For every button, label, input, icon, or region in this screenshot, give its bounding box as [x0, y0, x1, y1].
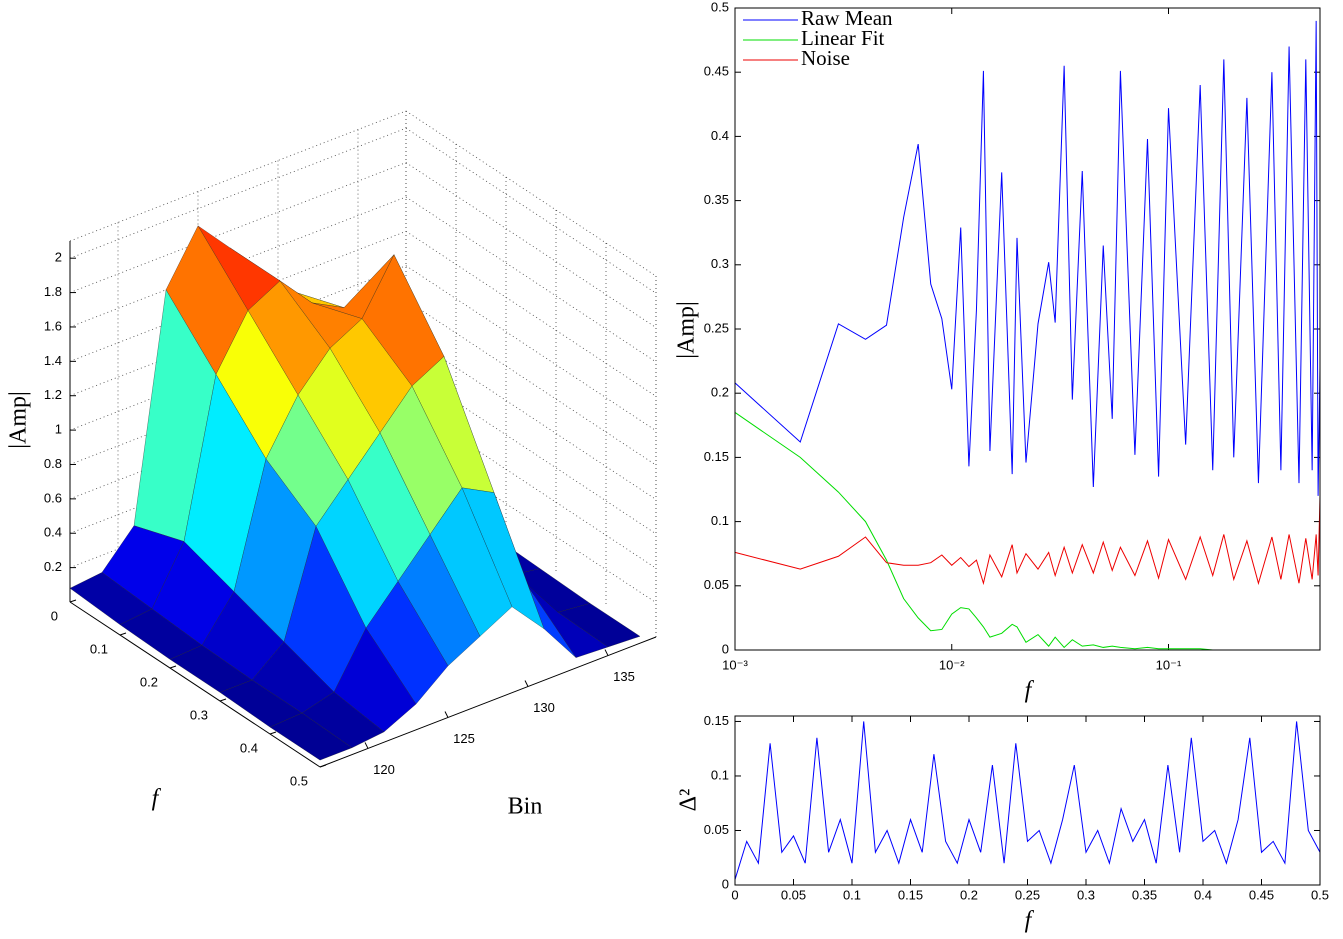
legend-label: Raw Mean: [801, 6, 893, 30]
bin-tick: [444, 711, 449, 718]
x-tick-label: 0.25: [1015, 887, 1040, 902]
y-tick-label: 0.25: [704, 320, 729, 335]
f-tick-label: 0.3: [190, 707, 208, 722]
y-tick-label: 0.15: [704, 449, 729, 464]
y-tick-label: 0.45: [704, 64, 729, 79]
wall-edge: [405, 110, 657, 277]
z-tick-label: 0.6: [44, 490, 62, 505]
grid-line: [69, 162, 407, 293]
x-tick-label: 10⁻¹: [1156, 657, 1182, 672]
z-axis-label: |Amp|: [6, 391, 32, 449]
f-tick-label: 0.2: [140, 674, 158, 689]
x-tick-label: 0.45: [1249, 887, 1274, 902]
z-tick-label: 1.8: [44, 284, 62, 299]
x-tick-label: 0.3: [1077, 887, 1095, 902]
f-tick: [169, 665, 177, 669]
f-tick: [219, 698, 227, 702]
f-axis-label: f: [152, 786, 162, 812]
f-tick: [69, 599, 77, 603]
x-tick-label: 0.35: [1132, 887, 1157, 902]
z-tick-label: 2: [55, 250, 62, 265]
y-axis-label: Δ²: [676, 789, 702, 812]
series-line: [734, 20, 1321, 496]
y-tick-label: 0.5: [711, 0, 729, 14]
bin-tick-label: 120: [373, 762, 395, 777]
y-tick-label: 0.4: [711, 128, 729, 143]
legend-label: Linear Fit: [801, 26, 885, 50]
x-axis-label: f: [1025, 908, 1035, 934]
z-tick-label: 1.6: [44, 318, 62, 333]
y-tick-label: 0: [722, 641, 729, 656]
x-tick-label: 10⁻³: [722, 657, 748, 672]
x-tick-label: 0.05: [781, 887, 806, 902]
z-tick-label: 1.2: [44, 387, 62, 402]
grid-line: [405, 127, 657, 294]
z-tick-label: 1.4: [44, 353, 62, 368]
series-line: [734, 495, 1321, 586]
z-tick-label: 0.8: [44, 456, 62, 471]
x-tick-label: 0.15: [898, 887, 923, 902]
wall-edge: [69, 110, 407, 242]
y-tick-label: 0.05: [704, 577, 729, 592]
bin-tick: [524, 680, 529, 687]
x-axis-label: f: [1025, 678, 1035, 704]
legend-label: Noise: [801, 46, 850, 70]
f-tick-label: 0.4: [240, 740, 258, 755]
x-tick-label: 10⁻²: [939, 657, 965, 672]
plot-frame: [734, 7, 1321, 651]
y-tick-label: 0.1: [711, 767, 729, 782]
y-tick-label: 0.35: [704, 192, 729, 207]
x-tick-label: 0: [731, 887, 738, 902]
plot-frame: [734, 715, 1321, 886]
z-tick-label: 0.4: [44, 525, 62, 540]
grid-line: [405, 196, 657, 363]
y-tick-label: 0.2: [711, 385, 729, 400]
f-tick-label: 0.1: [90, 641, 108, 656]
y-tick-label: 0.3: [711, 256, 729, 271]
x-tick-label: 0.4: [1194, 887, 1212, 902]
x-tick-label: 0.5: [1311, 887, 1329, 902]
f-axis: [69, 601, 321, 768]
y-tick-label: 0.1: [711, 513, 729, 528]
surface-patch: [269, 712, 353, 761]
x-tick-label: 0.1: [843, 887, 861, 902]
x-tick-label: 0.2: [960, 887, 978, 902]
y-tick-label: 0.15: [704, 713, 729, 728]
y-axis-label: |Amp|: [674, 301, 700, 359]
grid-line: [405, 162, 657, 328]
series-line: [734, 721, 1321, 880]
bin-axis: [319, 636, 657, 768]
grid-line: [69, 127, 407, 259]
y-tick-label: 0: [722, 876, 729, 891]
f-tick-label: 0: [51, 608, 58, 623]
bin-tick-label: 135: [613, 669, 635, 684]
f-tick-label: 0.5: [290, 773, 308, 788]
y-tick-label: 0.05: [704, 822, 729, 837]
bin-tick: [604, 649, 609, 656]
f-tick: [269, 731, 277, 735]
z-tick-label: 0.2: [44, 559, 62, 574]
bin-tick-label: 130: [533, 700, 555, 715]
bin-tick: [364, 742, 369, 749]
f-tick: [119, 632, 127, 636]
bin-axis-label: Bin: [508, 794, 543, 820]
z-tick-label: 1: [55, 422, 62, 437]
bin-tick-label: 125: [453, 731, 475, 746]
